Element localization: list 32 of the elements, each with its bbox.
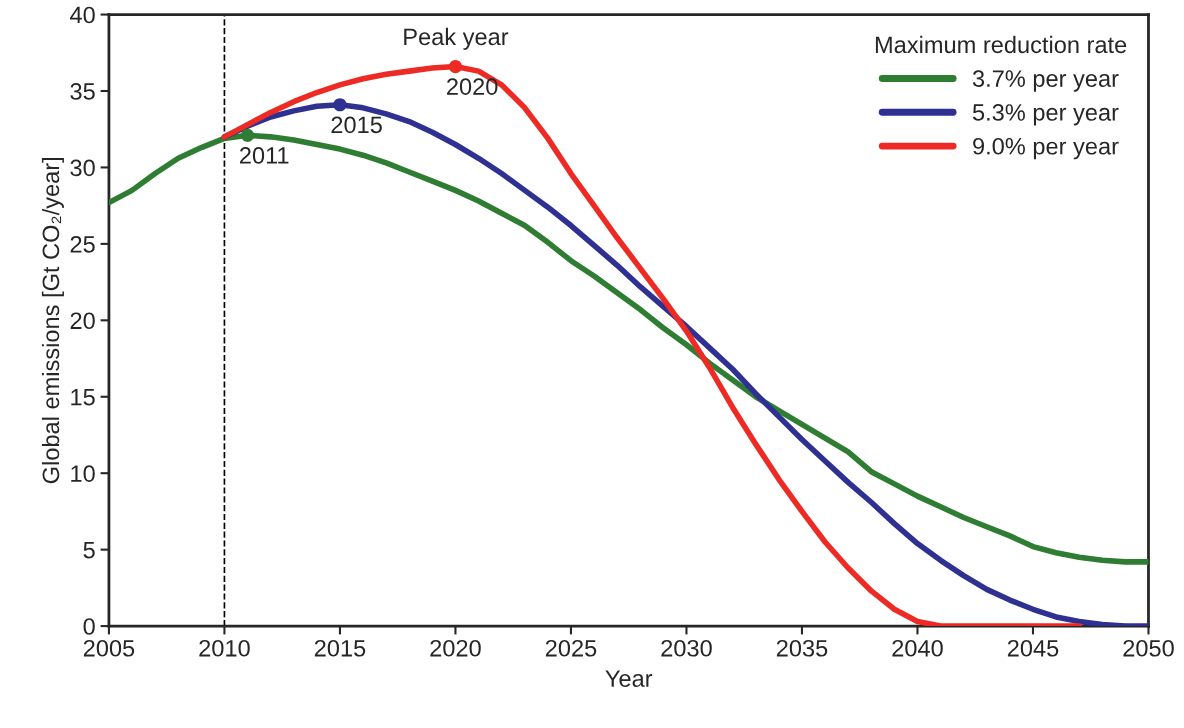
x-axis-title: Year [605, 670, 653, 687]
x-tick-label: 2015 [314, 639, 366, 657]
annotation: Peak year [404, 27, 509, 50]
legend-title: Maximum reduction rate [875, 35, 1127, 54]
x-tick-label: 2035 [776, 639, 828, 657]
y-tick-label: 15 [71, 389, 95, 406]
annotation: 2015 [331, 116, 382, 134]
y-tick-label: 25 [70, 235, 95, 253]
x-tick-label: 2010 [199, 639, 250, 657]
y-tick-label: 30 [70, 159, 95, 177]
y-tick-label: 0 [83, 618, 95, 635]
point [448, 59, 463, 74]
legend-label: 3.7% per year [972, 70, 1119, 92]
legend-label: 9.0% per year [973, 137, 1119, 160]
annotation: 2020 [447, 78, 498, 95]
x-tick-label: 2025 [545, 639, 597, 657]
y-tick-label: 40 [70, 6, 95, 24]
x-tick-label: 2005 [83, 639, 135, 657]
x-tick-label: 2040 [892, 639, 943, 657]
y-tick-label: 20 [70, 312, 95, 330]
annotation: 2011 [240, 147, 289, 164]
point [240, 128, 255, 142]
x-tick-label: 2030 [661, 639, 712, 657]
x-tick-label: 2045 [1007, 639, 1059, 657]
y-axis-title: Global emissions [Gt CO₂/year] [41, 157, 64, 484]
y-tick-label: 10 [71, 465, 95, 482]
x-tick-label: 2020 [430, 639, 481, 657]
y-tick-label: 35 [70, 83, 95, 100]
y-tick-label: 5 [83, 541, 95, 559]
legend-label: 5.3% per year [972, 104, 1119, 126]
x-tick-label: 2050 [1123, 639, 1174, 657]
point [333, 98, 347, 112]
